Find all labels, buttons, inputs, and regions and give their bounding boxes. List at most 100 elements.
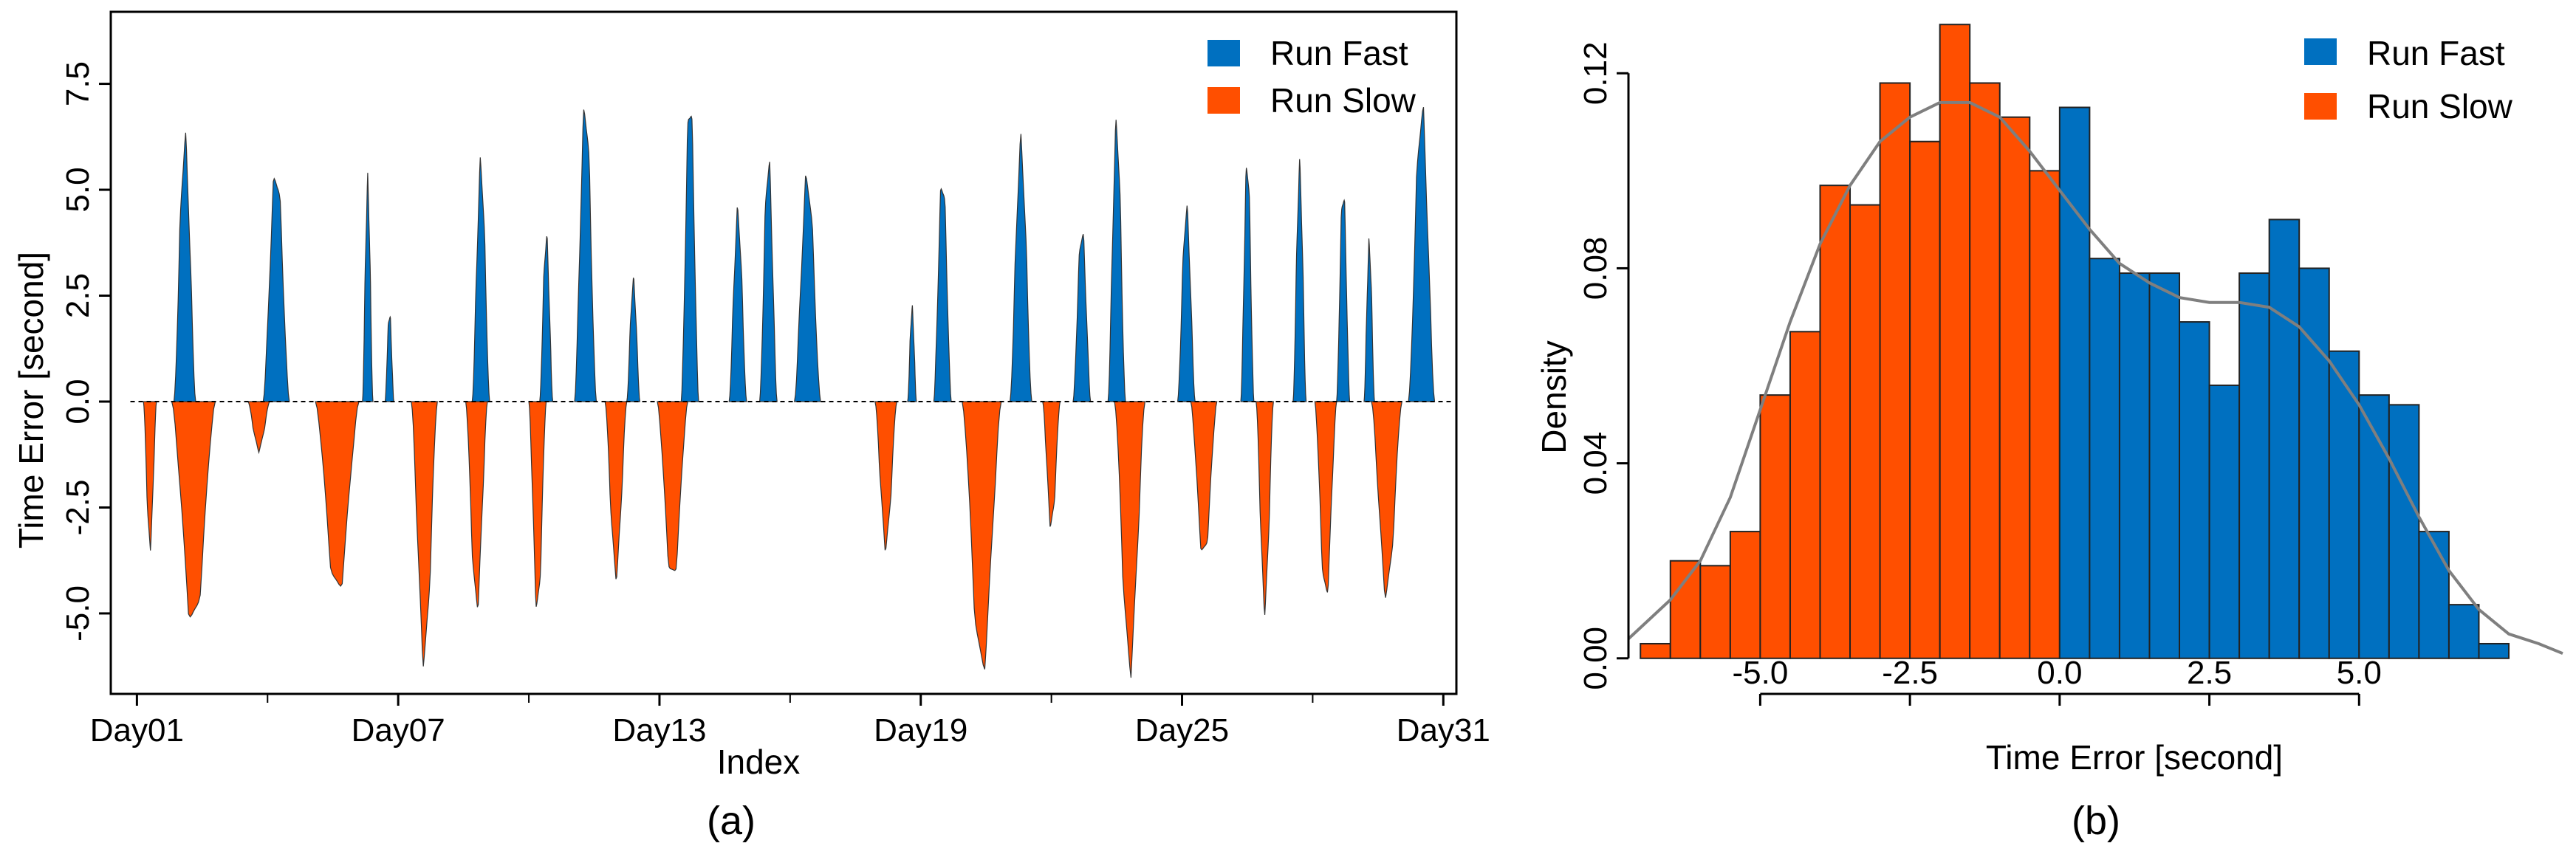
density-curve <box>1627 100 2563 656</box>
x-tick-label: Day07 <box>352 712 445 749</box>
bar-run-fast-6 <box>2208 384 2241 659</box>
area-peak-run-slow-10 <box>874 401 898 551</box>
legend: Run Fast Run Slow <box>1208 34 1417 120</box>
bar-run-slow-12 <box>1969 82 2001 659</box>
area-peak-run-fast-20 <box>1292 159 1307 402</box>
area-peak-run-fast-4 <box>384 315 394 402</box>
legend: Run Fast Run Slow <box>2304 34 2513 125</box>
area-peak-run-slow-11 <box>962 401 1002 670</box>
area-peak-run-fast-10 <box>728 207 747 402</box>
bar-run-fast-5 <box>2179 321 2210 659</box>
x-tick-label: 5.0 <box>2337 655 2382 691</box>
area-peak-run-slow-15 <box>1256 401 1274 615</box>
bar-run-fast-13 <box>2418 531 2450 659</box>
bar-run-fast-1 <box>2058 106 2091 659</box>
bar-run-fast-7 <box>2238 272 2270 659</box>
y-tick-label: 2.5 <box>60 273 96 318</box>
area-peak-run-slow-8 <box>604 401 628 579</box>
panel-caption-b: (b) <box>2072 799 2120 843</box>
legend-label-run-slow: Run Slow <box>2367 87 2513 125</box>
y-axis-label: Time Error [second] <box>12 252 50 548</box>
area-peak-run-slow-5 <box>411 401 438 667</box>
area-peak-run-fast-5 <box>471 157 490 402</box>
area-peak-run-slow-13 <box>1114 401 1146 678</box>
legend-label-run-fast: Run Fast <box>2367 34 2505 72</box>
y-tick-label: -2.5 <box>60 480 96 536</box>
area-peak-run-fast-12 <box>794 175 821 402</box>
y-axis-ticks: 0.00 0.04 0.08 0.12 <box>1578 41 1630 690</box>
x-tick-label: Day19 <box>874 712 967 749</box>
legend-label-run-fast: Run Fast <box>1270 34 1408 72</box>
x-tick-label: -5.0 <box>1732 655 1788 691</box>
area-peak-run-fast-11 <box>758 162 778 402</box>
x-tick-label: Day25 <box>1135 712 1229 749</box>
y-tick-label: 5.0 <box>60 167 96 212</box>
y-axis-label: Density <box>1535 340 1573 453</box>
bar-run-slow-8 <box>1849 204 1881 659</box>
area-peak-run-fast-23 <box>1408 106 1436 402</box>
time-error-histogram: 0.00 0.04 0.08 0.12 -5.0 -2.5 0.0 2.5 5.0 Densi… <box>1535 24 2563 843</box>
x-axis-ticks: -5.0 -2.5 0.0 2.5 5.0 <box>1732 655 2382 706</box>
x-tick-label: Day01 <box>90 712 184 749</box>
area-peak-run-fast-3 <box>362 173 374 402</box>
y-axis-ticks: -5.0 -2.5 0.0 2.5 5.0 7.5 <box>60 61 111 641</box>
x-tick-label: Day31 <box>1397 712 1490 749</box>
bar-run-slow-1 <box>1640 642 1671 659</box>
bar-run-fast-11 <box>2358 394 2390 659</box>
legend-swatch-run-fast <box>2304 38 2337 65</box>
area-peak-run-slow-7 <box>528 401 547 608</box>
x-axis-label: Time Error [second] <box>1986 738 2283 777</box>
y-tick-label: -5.0 <box>60 585 96 641</box>
bar-run-slow-6 <box>1789 331 1821 659</box>
bar-run-slow-3 <box>1699 565 1731 659</box>
time-error-area-chart: -5.0 -2.5 0.0 2.5 5.0 7.5 Day01 Day07 Day13 Day1… <box>12 10 1490 843</box>
bar-run-slow-5 <box>1759 394 1791 659</box>
bar-run-fast-9 <box>2298 267 2330 659</box>
area-peak-run-fast-21 <box>1336 199 1351 402</box>
area-peak-run-fast-15 <box>1009 134 1032 402</box>
area-peak-run-fast-9 <box>680 115 699 402</box>
area-peak-run-slow-1 <box>143 401 157 551</box>
bar-run-fast-14 <box>2447 604 2480 659</box>
area-peak-run-fast-22 <box>1363 238 1375 402</box>
area-peak-run-slow-17 <box>1371 401 1403 598</box>
area-peak-run-slow-6 <box>465 401 488 608</box>
legend-swatch-run-slow <box>2304 93 2337 120</box>
x-tick-label: 2.5 <box>2187 655 2232 691</box>
area-peak-run-fast-19 <box>1240 168 1255 402</box>
area-peak-run-fast-6 <box>539 236 554 402</box>
x-tick-label: -2.5 <box>1882 655 1938 691</box>
area-peak-run-slow-4 <box>315 401 360 587</box>
bar-run-fast-12 <box>2388 404 2420 659</box>
bar-run-slow-2 <box>1669 560 1702 659</box>
y-tick-label: 0.12 <box>1578 41 1614 105</box>
area-peak-run-slow-14 <box>1190 401 1218 551</box>
plot-frame <box>109 10 1458 695</box>
bar-run-slow-14 <box>2029 170 2061 659</box>
area-peak-run-fast-14 <box>933 188 952 402</box>
area-peak-run-fast-16 <box>1072 234 1092 402</box>
area-peak-run-slow-16 <box>1314 401 1337 593</box>
bar-run-slow-13 <box>1998 116 2031 659</box>
area-peak-run-fast-18 <box>1176 205 1196 402</box>
bar-run-slow-11 <box>1939 24 1971 659</box>
bar-run-slow-4 <box>1729 531 1761 659</box>
bar-run-slow-7 <box>1819 185 1852 659</box>
histogram-bars <box>1640 24 2510 659</box>
area-peak-run-slow-12 <box>1042 401 1061 527</box>
y-tick-label: 0.00 <box>1578 627 1614 690</box>
bar-run-fast-2 <box>2089 258 2120 659</box>
x-axis-label: Index <box>717 743 801 781</box>
time-error-areas <box>143 106 1436 678</box>
area-peak-run-slow-9 <box>657 401 689 571</box>
bar-run-fast-3 <box>2118 272 2151 659</box>
x-tick-label: Day13 <box>612 712 706 749</box>
bar-run-fast-15 <box>2478 642 2510 659</box>
area-peak-run-fast-7 <box>574 109 597 402</box>
area-peak-run-fast-2 <box>262 177 290 402</box>
area-peak-run-fast-8 <box>626 278 641 402</box>
y-tick-label: 0.08 <box>1578 237 1614 300</box>
area-peak-run-fast-1 <box>173 132 196 402</box>
legend-label-run-slow: Run Slow <box>1270 81 1417 120</box>
y-tick-label: 7.5 <box>60 61 96 106</box>
